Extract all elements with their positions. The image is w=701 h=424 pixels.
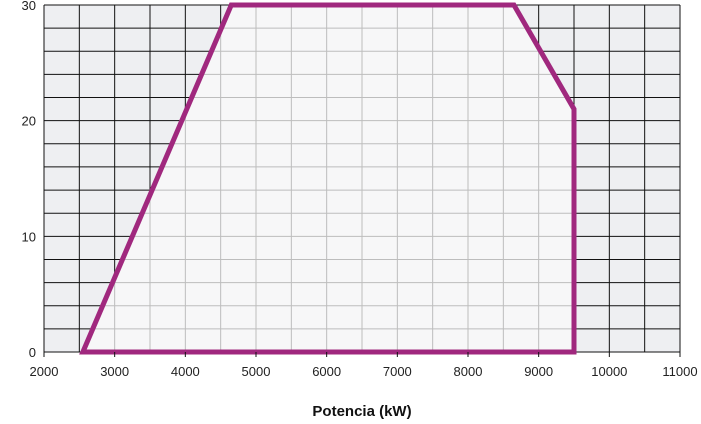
- x-tick-marks: [43, 352, 681, 357]
- y-tick-label: 20: [22, 114, 36, 129]
- x-tick-label: 10000: [591, 364, 627, 379]
- y-tick-label: 0: [29, 345, 36, 360]
- x-tick-label: 5000: [242, 364, 271, 379]
- x-tick-label: 8000: [454, 364, 483, 379]
- x-tick-label: 2000: [30, 364, 59, 379]
- x-tick-label: 4000: [171, 364, 200, 379]
- x-tick-label: 9000: [524, 364, 553, 379]
- x-tick-label: 11000: [662, 364, 697, 379]
- x-tick-label: 6000: [312, 364, 341, 379]
- x-tick-label: 3000: [100, 364, 129, 379]
- operating-region-outline: [79, 2, 577, 355]
- x-axis-title: Potencia (kW): [312, 403, 411, 420]
- x-tick-label: 7000: [383, 364, 412, 379]
- y-tick-label: 10: [22, 229, 36, 244]
- y-tick-label: 30: [22, 0, 36, 13]
